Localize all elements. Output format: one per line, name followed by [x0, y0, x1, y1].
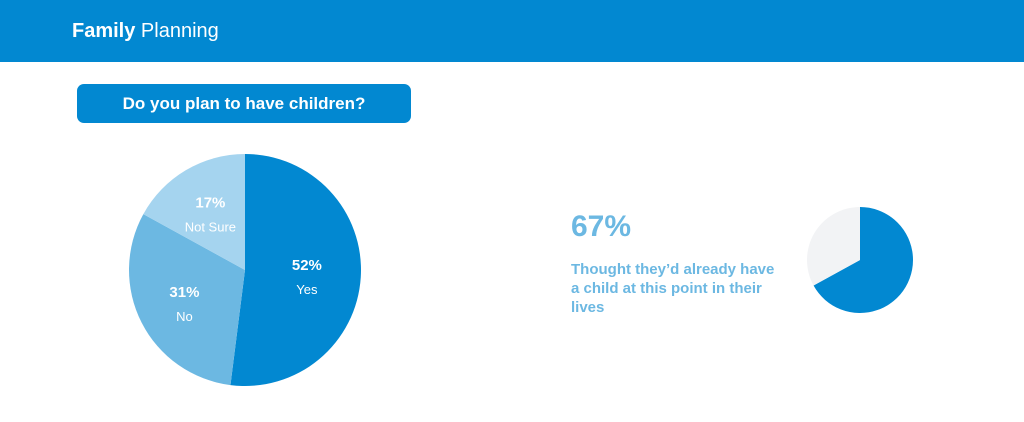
page-title: Family Planning [72, 20, 219, 43]
stat-text: Thought they’d already have a child at t… [571, 261, 775, 316]
slice-percent-no: 31% [169, 284, 199, 301]
main-pie-chart: 52% Yes 31% No 17% Not Sure [128, 154, 361, 386]
slice-label-no: No [176, 309, 193, 324]
pie-slice-not-sure [143, 154, 245, 270]
small-pie-slice-other [807, 207, 860, 286]
stat-percent: 67% [571, 210, 632, 243]
title-light: Planning [140, 20, 219, 42]
question-pill: Do you plan to have children? [77, 84, 411, 123]
small-pie-chart [807, 207, 913, 313]
slice-label-not-sure: Not Sure [185, 219, 236, 234]
slice-percent-yes: 52% [292, 257, 322, 274]
slice-label-yes: Yes [296, 282, 318, 297]
slice-percent-not-sure: 17% [195, 194, 225, 211]
title-bold: Family [72, 20, 136, 42]
pie-slice-no [128, 214, 245, 386]
header-bar: Family Planning [0, 0, 1024, 62]
small-pie-slice-had-child [813, 207, 913, 313]
pie-slice-yes [230, 154, 361, 386]
